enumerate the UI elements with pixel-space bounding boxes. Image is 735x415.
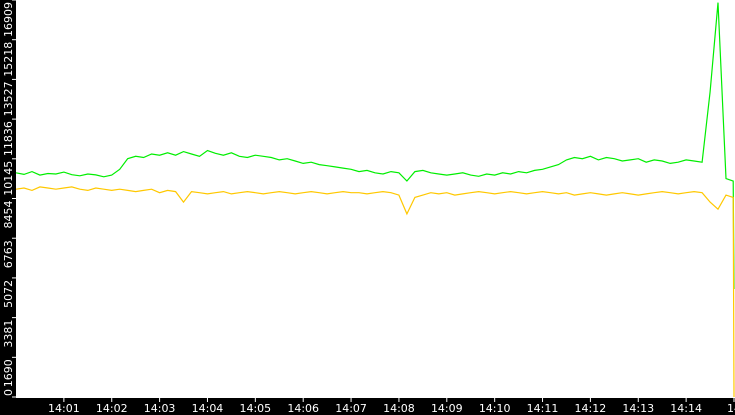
y-tick-label: 10145: [2, 161, 15, 196]
y-tick-label: 11836: [2, 121, 15, 156]
y-tick-label: 0: [2, 389, 15, 396]
x-tick-label: 14:12: [575, 402, 607, 415]
series-layer: [15, 2, 735, 398]
y-tick-label: 15218: [2, 42, 15, 77]
x-tick-label: 14:01: [48, 402, 80, 415]
x-axis: 14:01 14:02 14:03 14:04 14:05 14:06 14:07 14:08…: [48, 398, 735, 415]
y-tick-label: 13527: [2, 81, 15, 116]
y-tick-label: 1690: [2, 359, 15, 387]
y-axis-bar: [0, 0, 16, 415]
y-tick-label: 5072: [2, 280, 15, 308]
x-tick-label: 14:09: [431, 402, 463, 415]
plot-area: [16, 0, 735, 398]
y-tick-label: 8454: [2, 201, 15, 229]
x-tick-label: 14:02: [96, 402, 128, 415]
x-tick-label: 14:05: [239, 402, 271, 415]
x-tick-label: 14:06: [287, 402, 319, 415]
series-line-0: [15, 2, 735, 290]
x-tick-label: 14:08: [383, 402, 415, 415]
x-tick-label: 14:03: [144, 402, 176, 415]
x-tick-label: 14:13: [622, 402, 654, 415]
series-line-1: [15, 186, 735, 398]
x-axis-bar: [0, 398, 735, 415]
x-tick-label: 14:04: [192, 402, 224, 415]
y-tick-label: 6763: [2, 240, 15, 268]
x-tick-label: 14: [727, 402, 735, 415]
y-tick-label: 3381: [2, 320, 15, 348]
y-tick-label: 16909: [2, 2, 15, 37]
x-tick-label: 14:10: [479, 402, 511, 415]
x-tick-label: 14:07: [335, 402, 367, 415]
x-tick-label: 14:11: [527, 402, 559, 415]
x-tick-label: 14:14: [670, 402, 702, 415]
y-axis: 0 1690 3381 5072 6763 8454 10145 11836 13527 1521…: [2, 0, 16, 398]
